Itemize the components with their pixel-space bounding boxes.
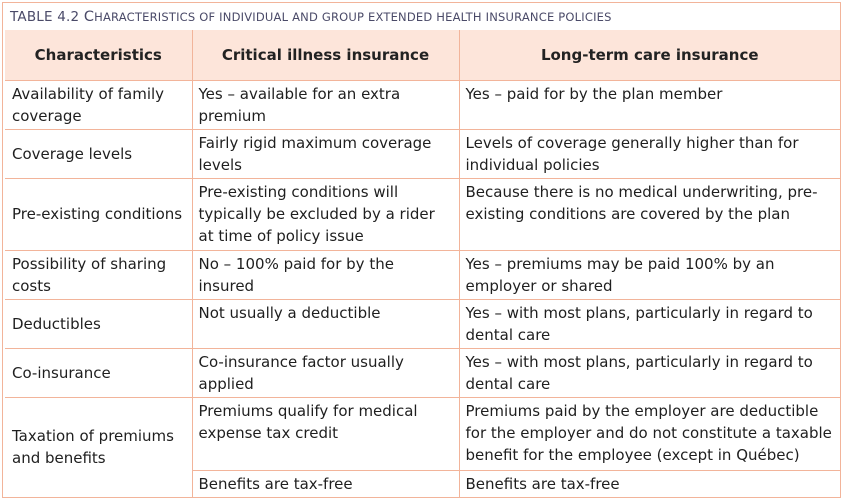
row-label: Possibility of sharing costs [5, 250, 193, 300]
caption-lead-letter: C [83, 9, 95, 25]
header-critical-illness: Critical illness insurance [192, 30, 460, 81]
long-term-care-cell: Yes – with most plans, particularly in r… [459, 348, 840, 398]
header-characteristics: Characteristics [5, 30, 193, 81]
row-label: Availability of family coverage [5, 80, 193, 130]
row-label: Co-insurance [5, 348, 193, 398]
table-row: Possibility of sharing costs No – 100% p… [5, 250, 840, 300]
caption-title: HARACTERISTICS OF INDIVIDUAL AND GROUP E… [94, 10, 612, 24]
table-row: Taxation of premiums and benefits Premiu… [5, 397, 840, 498]
long-term-care-cell: Levels of coverage generally higher than… [459, 129, 840, 179]
table-row: Benefits are tax-free Benefits are tax-f… [5, 470, 840, 497]
critical-illness-cell: Fairly rigid maximum coverage levels [192, 129, 460, 179]
long-term-care-cell: Benefits are tax-free [465, 474, 620, 493]
header-row: Characteristics Critical illness insuran… [5, 30, 840, 81]
long-term-care-cell: Premiums paid by the employer are deduct… [459, 397, 840, 471]
critical-illness-cell: Yes – available for an extra premium [192, 80, 460, 130]
row-label: Pre-existing conditions [5, 178, 193, 251]
long-term-care-cell: Because there is no medical underwriting… [459, 178, 840, 251]
table-row: Coverage levels Fairly rigid maximum cov… [5, 129, 840, 179]
table-row: Availability of family coverage Yes – av… [5, 80, 840, 130]
critical-illness-cell: Benefits are tax-free [192, 470, 460, 497]
header-long-term-care: Long-term care insurance [459, 30, 840, 81]
critical-illness-cell: Co-insurance factor usually applied [192, 348, 460, 398]
critical-illness-cell: Premiums qualify for medical expense tax… [192, 397, 460, 471]
critical-illness-cell: No – 100% paid for by the insured [192, 250, 460, 300]
table-caption: TABLE 4.2 CHARACTERISTICS OF INDIVIDUAL … [3, 3, 840, 30]
critical-illness-cell: Pre-existing conditions will typically b… [192, 178, 460, 251]
long-term-care-cell: Yes – premiums may be paid 100% by an em… [459, 250, 840, 300]
long-term-care-cell: Yes – paid for by the plan member [459, 80, 840, 130]
comparison-table: Characteristics Critical illness insuran… [5, 30, 840, 498]
row-label: Taxation of premiums and benefits [5, 397, 193, 498]
table-row: Deductibles Not usually a deductible Yes… [5, 299, 840, 349]
row-label: Deductibles [5, 299, 193, 349]
table-row: Co-insurance Co-insurance factor usually… [5, 348, 840, 398]
long-term-care-cell: Yes – with most plans, particularly in r… [459, 299, 840, 349]
table-row: Pre-existing conditions Pre-existing con… [5, 178, 840, 251]
row-label: Coverage levels [5, 129, 193, 179]
critical-illness-cell: Not usually a deductible [192, 299, 460, 349]
caption-number: TABLE 4.2 [10, 9, 84, 25]
